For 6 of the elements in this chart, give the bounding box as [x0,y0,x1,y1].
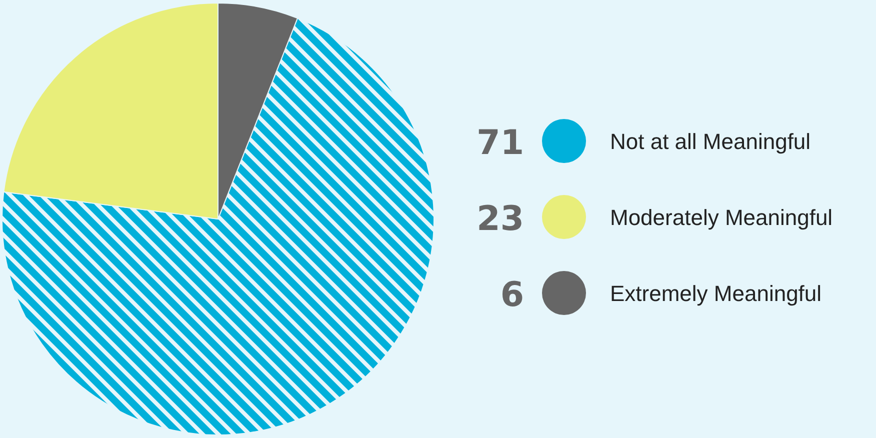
legend-label: Not at all Meaningful [610,129,811,154]
data-label: 6 [500,275,524,315]
data-label: 23 [476,199,524,239]
legend-label: Extremely Meaningful [610,281,822,306]
legend-label: Moderately Meaningful [610,205,833,230]
data-label: 71 [476,123,524,163]
